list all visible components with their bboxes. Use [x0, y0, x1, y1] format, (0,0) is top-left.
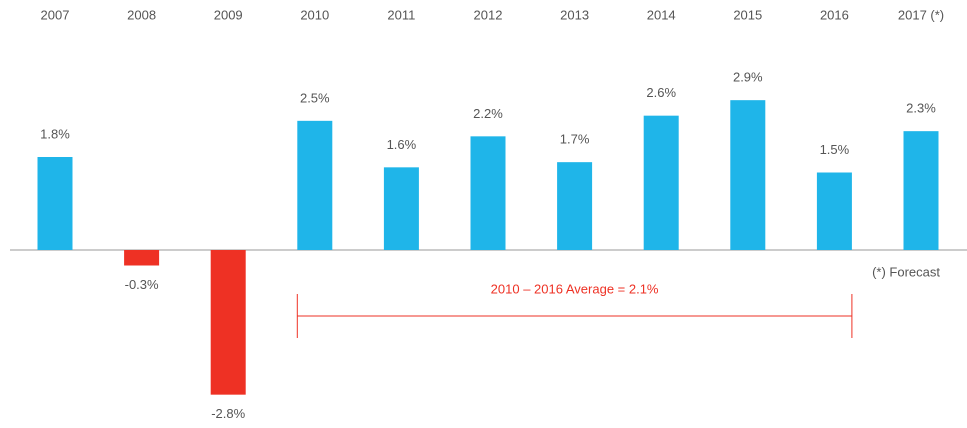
- x-tick-label: 2014: [647, 7, 676, 22]
- bar: [816, 172, 852, 250]
- value-label: 2.3%: [906, 101, 936, 116]
- x-tick-label: 2013: [560, 7, 589, 22]
- value-label: 2.6%: [646, 85, 676, 100]
- bar: [730, 100, 766, 251]
- value-label: 2.9%: [733, 70, 763, 85]
- value-label: -2.8%: [211, 406, 245, 421]
- x-tick-label: 2010: [300, 7, 329, 22]
- x-tick-label: 2012: [474, 7, 503, 22]
- bar: [37, 157, 73, 250]
- bar: [383, 167, 419, 250]
- x-tick-label: 2016: [820, 7, 849, 22]
- bar: [297, 120, 333, 250]
- bar: [557, 162, 593, 250]
- bar: [903, 131, 939, 250]
- x-tick-label: 2015: [733, 7, 762, 22]
- value-label: 1.6%: [387, 137, 417, 152]
- value-label: 2.5%: [300, 90, 330, 105]
- value-label: 1.5%: [820, 142, 850, 157]
- value-label: 1.7%: [560, 132, 590, 147]
- value-label: 2.2%: [473, 106, 503, 121]
- bar: [210, 250, 246, 395]
- bar: [124, 250, 160, 266]
- note: (*) Forecast: [872, 264, 940, 279]
- annotation: 2010 – 2016 Average = 2.1%: [491, 281, 659, 296]
- bar: [643, 115, 679, 251]
- x-tick-label: 2007: [41, 7, 70, 22]
- x-tick-label: 2008: [127, 7, 156, 22]
- bar: [470, 136, 506, 250]
- x-tick-label: 2011: [387, 7, 415, 22]
- x-tick-label: 2017 (*): [898, 7, 944, 22]
- value-label: -0.3%: [125, 277, 159, 292]
- x-tick-label: 2009: [214, 7, 243, 22]
- value-label: 1.8%: [40, 126, 70, 141]
